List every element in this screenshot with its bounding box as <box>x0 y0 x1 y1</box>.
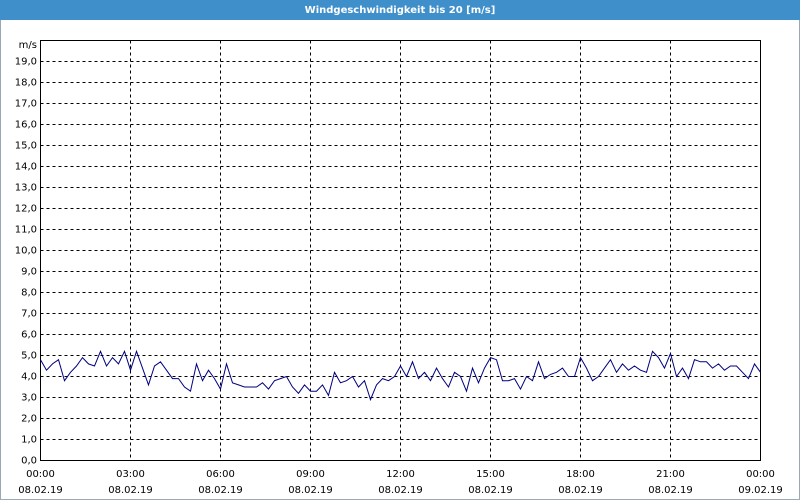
y-tick-label: 16,0 <box>15 120 37 131</box>
x-tick-label: 03:00 <box>116 469 145 480</box>
y-tick-label: 2,0 <box>21 414 37 425</box>
y-tick-label: 7,0 <box>21 309 37 320</box>
title-bar <box>0 0 800 20</box>
y-tick-label: 5,0 <box>21 351 37 362</box>
x-tick-date: 08.02.19 <box>378 485 423 496</box>
x-tick-date: 08.02.19 <box>648 485 693 496</box>
y-tick-label: 19,0 <box>15 57 37 68</box>
y-tick-label: 13,0 <box>15 183 37 194</box>
y-tick-label: 1,0 <box>21 435 37 446</box>
x-tick-date: 08.02.19 <box>198 485 243 496</box>
y-tick-label: 3,0 <box>21 393 37 404</box>
y-tick-label: 14,0 <box>15 162 37 173</box>
x-tick-label: 15:00 <box>476 469 505 480</box>
y-tick-label: 10,0 <box>15 246 37 257</box>
y-tick-label: 18,0 <box>15 78 37 89</box>
x-tick-date: 09.02.19 <box>738 485 783 496</box>
y-tick-label: 11,0 <box>15 225 37 236</box>
y-axis-label: m/s <box>19 40 37 51</box>
x-tick-date: 08.02.19 <box>558 485 603 496</box>
y-tick-label: 12,0 <box>15 204 37 215</box>
x-tick-label: 18:00 <box>566 469 595 480</box>
x-tick-label: 06:00 <box>206 469 235 480</box>
y-tick-label: 4,0 <box>21 372 37 383</box>
x-tick-date: 08.02.19 <box>108 485 153 496</box>
x-tick-label: 21:00 <box>656 469 685 480</box>
x-tick-label: 00:00 <box>26 469 55 480</box>
x-tick-date: 08.02.19 <box>288 485 333 496</box>
y-tick-label: 17,0 <box>15 99 37 110</box>
y-tick-label: 6,0 <box>21 330 37 341</box>
y-tick-label: 0,0 <box>21 456 37 467</box>
x-tick-label: 09:00 <box>296 469 325 480</box>
y-tick-label: 9,0 <box>21 267 37 278</box>
x-tick-label: 00:00 <box>746 469 775 480</box>
x-tick-date: 08.02.19 <box>468 485 513 496</box>
x-tick-date: 08.02.19 <box>18 485 63 496</box>
y-tick-label: 15,0 <box>15 141 37 152</box>
y-tick-label: 8,0 <box>21 288 37 299</box>
x-tick-label: 12:00 <box>386 469 415 480</box>
chart-title: Windgeschwindigkeit bis 20 [m/s] <box>305 5 496 16</box>
data-line <box>40 349 761 402</box>
